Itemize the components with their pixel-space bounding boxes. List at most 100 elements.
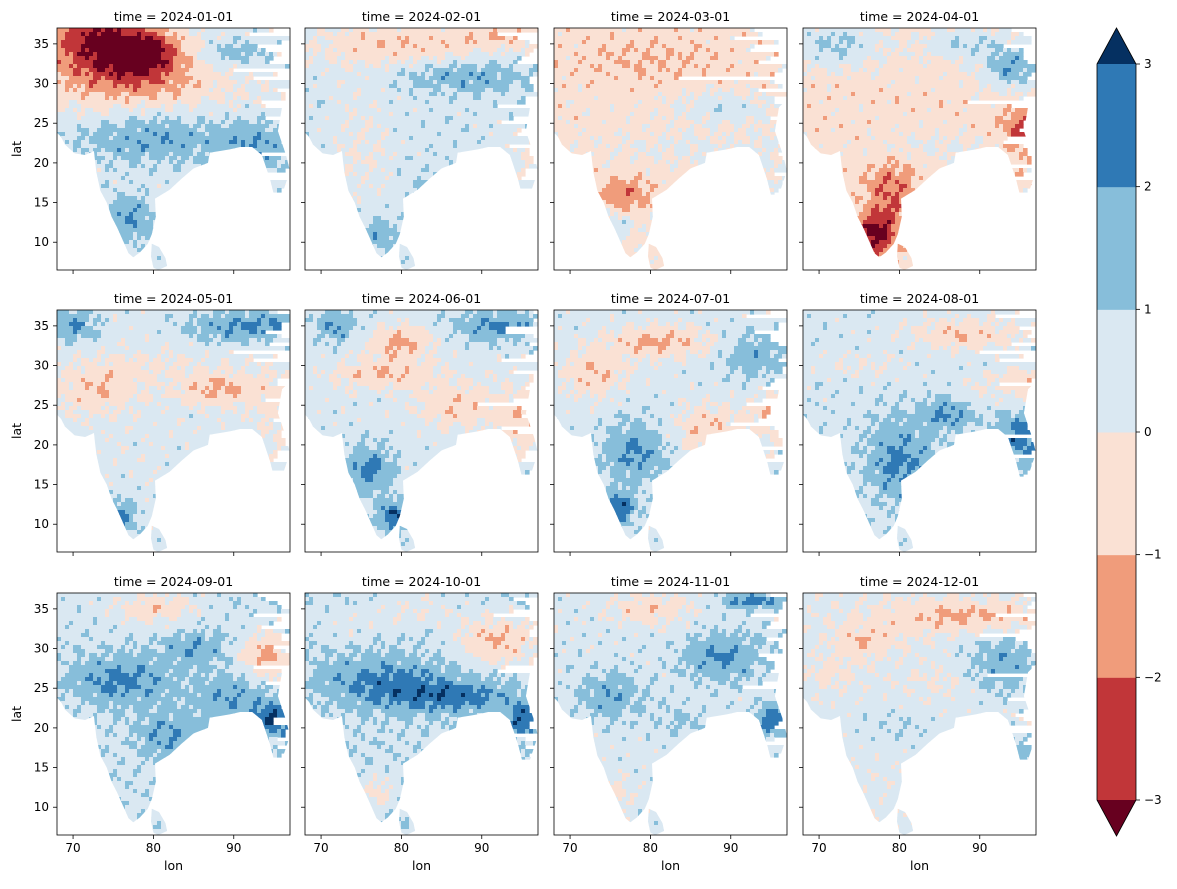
contour-cell [658, 112, 675, 117]
contour-cell [465, 180, 474, 185]
contour-cell [477, 236, 482, 241]
contour-cell [630, 192, 643, 197]
contour-cell [489, 204, 498, 209]
contour-cell [261, 362, 266, 367]
contour-cell [165, 314, 174, 319]
contour-cell [193, 56, 198, 61]
contour-cell [257, 164, 278, 169]
contour-cell [85, 56, 90, 61]
contour-cell [863, 260, 872, 265]
contour-cell [373, 256, 382, 261]
contour-cell [269, 52, 274, 57]
contour-cell [173, 386, 182, 391]
contour-cell [153, 478, 174, 483]
contour-cell [361, 200, 410, 205]
contour-cell [485, 136, 534, 141]
contour-cell [686, 56, 695, 61]
contour-cell [762, 140, 779, 145]
contour-cell [321, 264, 354, 269]
contour-cell [831, 72, 836, 77]
contour-cell [277, 124, 286, 129]
contour-cell [497, 314, 530, 319]
contour-cell [193, 204, 206, 209]
contour-cell [305, 32, 318, 37]
contour-cell [606, 160, 611, 165]
contour-cell [654, 188, 683, 193]
contour-cell [558, 132, 579, 137]
contour-cell [57, 310, 70, 315]
contour-cell [97, 200, 114, 205]
contour-cell [225, 72, 234, 77]
contour-cell [774, 52, 779, 57]
contour-cell [81, 422, 90, 427]
contour-cell [261, 430, 270, 435]
contour-cell [209, 132, 258, 137]
contour-cell [157, 494, 170, 499]
contour-cell [983, 184, 1032, 189]
contour-cell [133, 326, 182, 331]
contour-cell [762, 40, 775, 45]
contour-cell [221, 386, 226, 391]
contour-cell [666, 128, 671, 133]
contour-cell [345, 240, 350, 245]
contour-cell [261, 434, 266, 439]
contour-cell [201, 358, 206, 363]
contour-cell [554, 180, 559, 185]
contour-cell [401, 330, 430, 335]
contour-cell [57, 422, 82, 427]
contour-cell [650, 204, 655, 209]
contour-cell [145, 458, 194, 463]
contour-cell [209, 390, 218, 395]
contour-cell [197, 430, 242, 435]
contour-cell [341, 60, 350, 65]
contour-cell [718, 80, 723, 85]
contour-cell [273, 52, 278, 57]
contour-cell [606, 184, 639, 189]
contour-cell [682, 96, 687, 101]
contour-cell [413, 244, 418, 249]
contour-cell [429, 168, 446, 173]
contour-cell [361, 362, 418, 367]
contour-cell [325, 260, 330, 265]
contour-cell [117, 458, 138, 463]
contour-cell [923, 124, 964, 129]
contour-cell [815, 220, 852, 225]
contour-cell [113, 160, 130, 165]
contour-cell [1007, 72, 1020, 77]
contour-cell [441, 228, 450, 233]
contour-cell [875, 28, 892, 33]
contour-cell [983, 88, 992, 93]
contour-cell [943, 192, 948, 197]
contour-cell [445, 52, 454, 57]
contour-cell [517, 176, 522, 181]
contour-cell [385, 248, 394, 253]
contour-cell [225, 196, 230, 201]
contour-cell [899, 196, 912, 201]
contour-cell [341, 64, 354, 69]
contour-cell [141, 108, 146, 113]
contour-cell [650, 124, 667, 129]
contour-cell [445, 40, 466, 45]
contour-cell [441, 40, 446, 45]
contour-cell [807, 176, 812, 181]
contour-cell [105, 148, 118, 153]
contour-cell [453, 164, 462, 169]
contour-cell [770, 80, 775, 85]
contour-cell [622, 220, 627, 225]
contour-cell [1015, 92, 1024, 97]
contour-cell [754, 96, 759, 101]
contour-cell [803, 68, 808, 73]
contour-cell [325, 52, 342, 57]
contour-cell [253, 374, 258, 379]
contour-cell [469, 346, 490, 351]
contour-cell [726, 256, 783, 261]
contour-cell [121, 248, 138, 253]
contour-cell [915, 196, 924, 201]
contour-cell [141, 32, 158, 37]
contour-cell [93, 148, 102, 153]
contour-cell [57, 248, 62, 253]
contour-cell [823, 116, 828, 121]
contour-cell [369, 140, 378, 145]
contour-cell [205, 494, 210, 499]
contour-cell [554, 164, 603, 169]
